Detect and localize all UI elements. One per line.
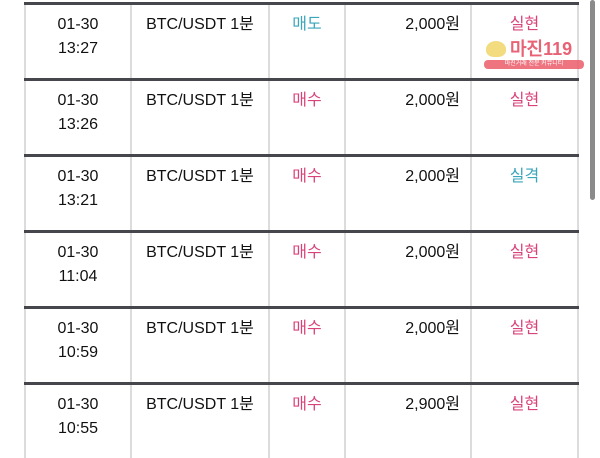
amount-cell: 2,000원 [345, 4, 471, 80]
table-row: 01-30 13:26 BTC/USDT 1분 매수 2,000원 실현 [25, 80, 578, 156]
time: 13:27 [58, 40, 98, 57]
date: 01-30 [58, 244, 99, 261]
pair-cell: BTC/USDT 1분 [131, 308, 269, 384]
date: 01-30 [58, 320, 99, 337]
side-cell: 매수 [269, 308, 345, 384]
table-row: 01-30 11:04 BTC/USDT 1분 매수 2,000원 실현 [25, 232, 578, 308]
time: 10:59 [58, 344, 98, 361]
result-cell: 실현 [471, 384, 578, 458]
date-cell: 01-30 11:04 [25, 232, 131, 308]
side-cell: 매수 [269, 232, 345, 308]
date: 01-30 [58, 92, 99, 109]
result-cell: 실현 [471, 80, 578, 156]
pair-cell: BTC/USDT 1분 [131, 232, 269, 308]
emblem-icon [486, 41, 506, 57]
time: 13:21 [58, 192, 98, 209]
watermark-name: 마진119 [510, 40, 572, 58]
date-cell: 01-30 10:59 [25, 308, 131, 384]
date-cell: 01-30 13:21 [25, 156, 131, 232]
amount-cell: 2,000원 [345, 156, 471, 232]
side-cell: 매도 [269, 4, 345, 80]
table-row: 01-30 13:21 BTC/USDT 1분 매수 2,000원 실격 [25, 156, 578, 232]
watermark-logo: 마진119 마진거래 전문 커뮤니티 [474, 40, 584, 70]
scrollbar[interactable] [590, 0, 595, 200]
amount-cell: 2,000원 [345, 80, 471, 156]
date-cell: 01-30 10:55 [25, 384, 131, 458]
result-cell: 실현 [471, 308, 578, 384]
date: 01-30 [58, 396, 99, 413]
amount-cell: 2,000원 [345, 232, 471, 308]
pair-cell: BTC/USDT 1분 [131, 4, 269, 80]
amount-cell: 2,900원 [345, 384, 471, 458]
date-cell: 01-30 13:26 [25, 80, 131, 156]
result-cell: 실격 [471, 156, 578, 232]
table-row: 01-30 10:59 BTC/USDT 1분 매수 2,000원 실현 [25, 308, 578, 384]
pair-cell: BTC/USDT 1분 [131, 384, 269, 458]
side-cell: 매수 [269, 384, 345, 458]
table-row: 01-30 10:55 BTC/USDT 1분 매수 2,900원 실현 [25, 384, 578, 458]
amount-cell: 2,000원 [345, 308, 471, 384]
result-cell: 실현 [471, 232, 578, 308]
pair-cell: BTC/USDT 1분 [131, 80, 269, 156]
date: 01-30 [58, 16, 99, 33]
time: 11:04 [59, 268, 98, 285]
date: 01-30 [58, 168, 99, 185]
watermark-tagline: 마진거래 전문 커뮤니티 [484, 60, 584, 69]
time: 13:26 [58, 116, 98, 133]
side-cell: 매수 [269, 80, 345, 156]
side-cell: 매수 [269, 156, 345, 232]
time: 10:55 [58, 420, 98, 437]
date-cell: 01-30 13:27 [25, 4, 131, 80]
pair-cell: BTC/USDT 1분 [131, 156, 269, 232]
